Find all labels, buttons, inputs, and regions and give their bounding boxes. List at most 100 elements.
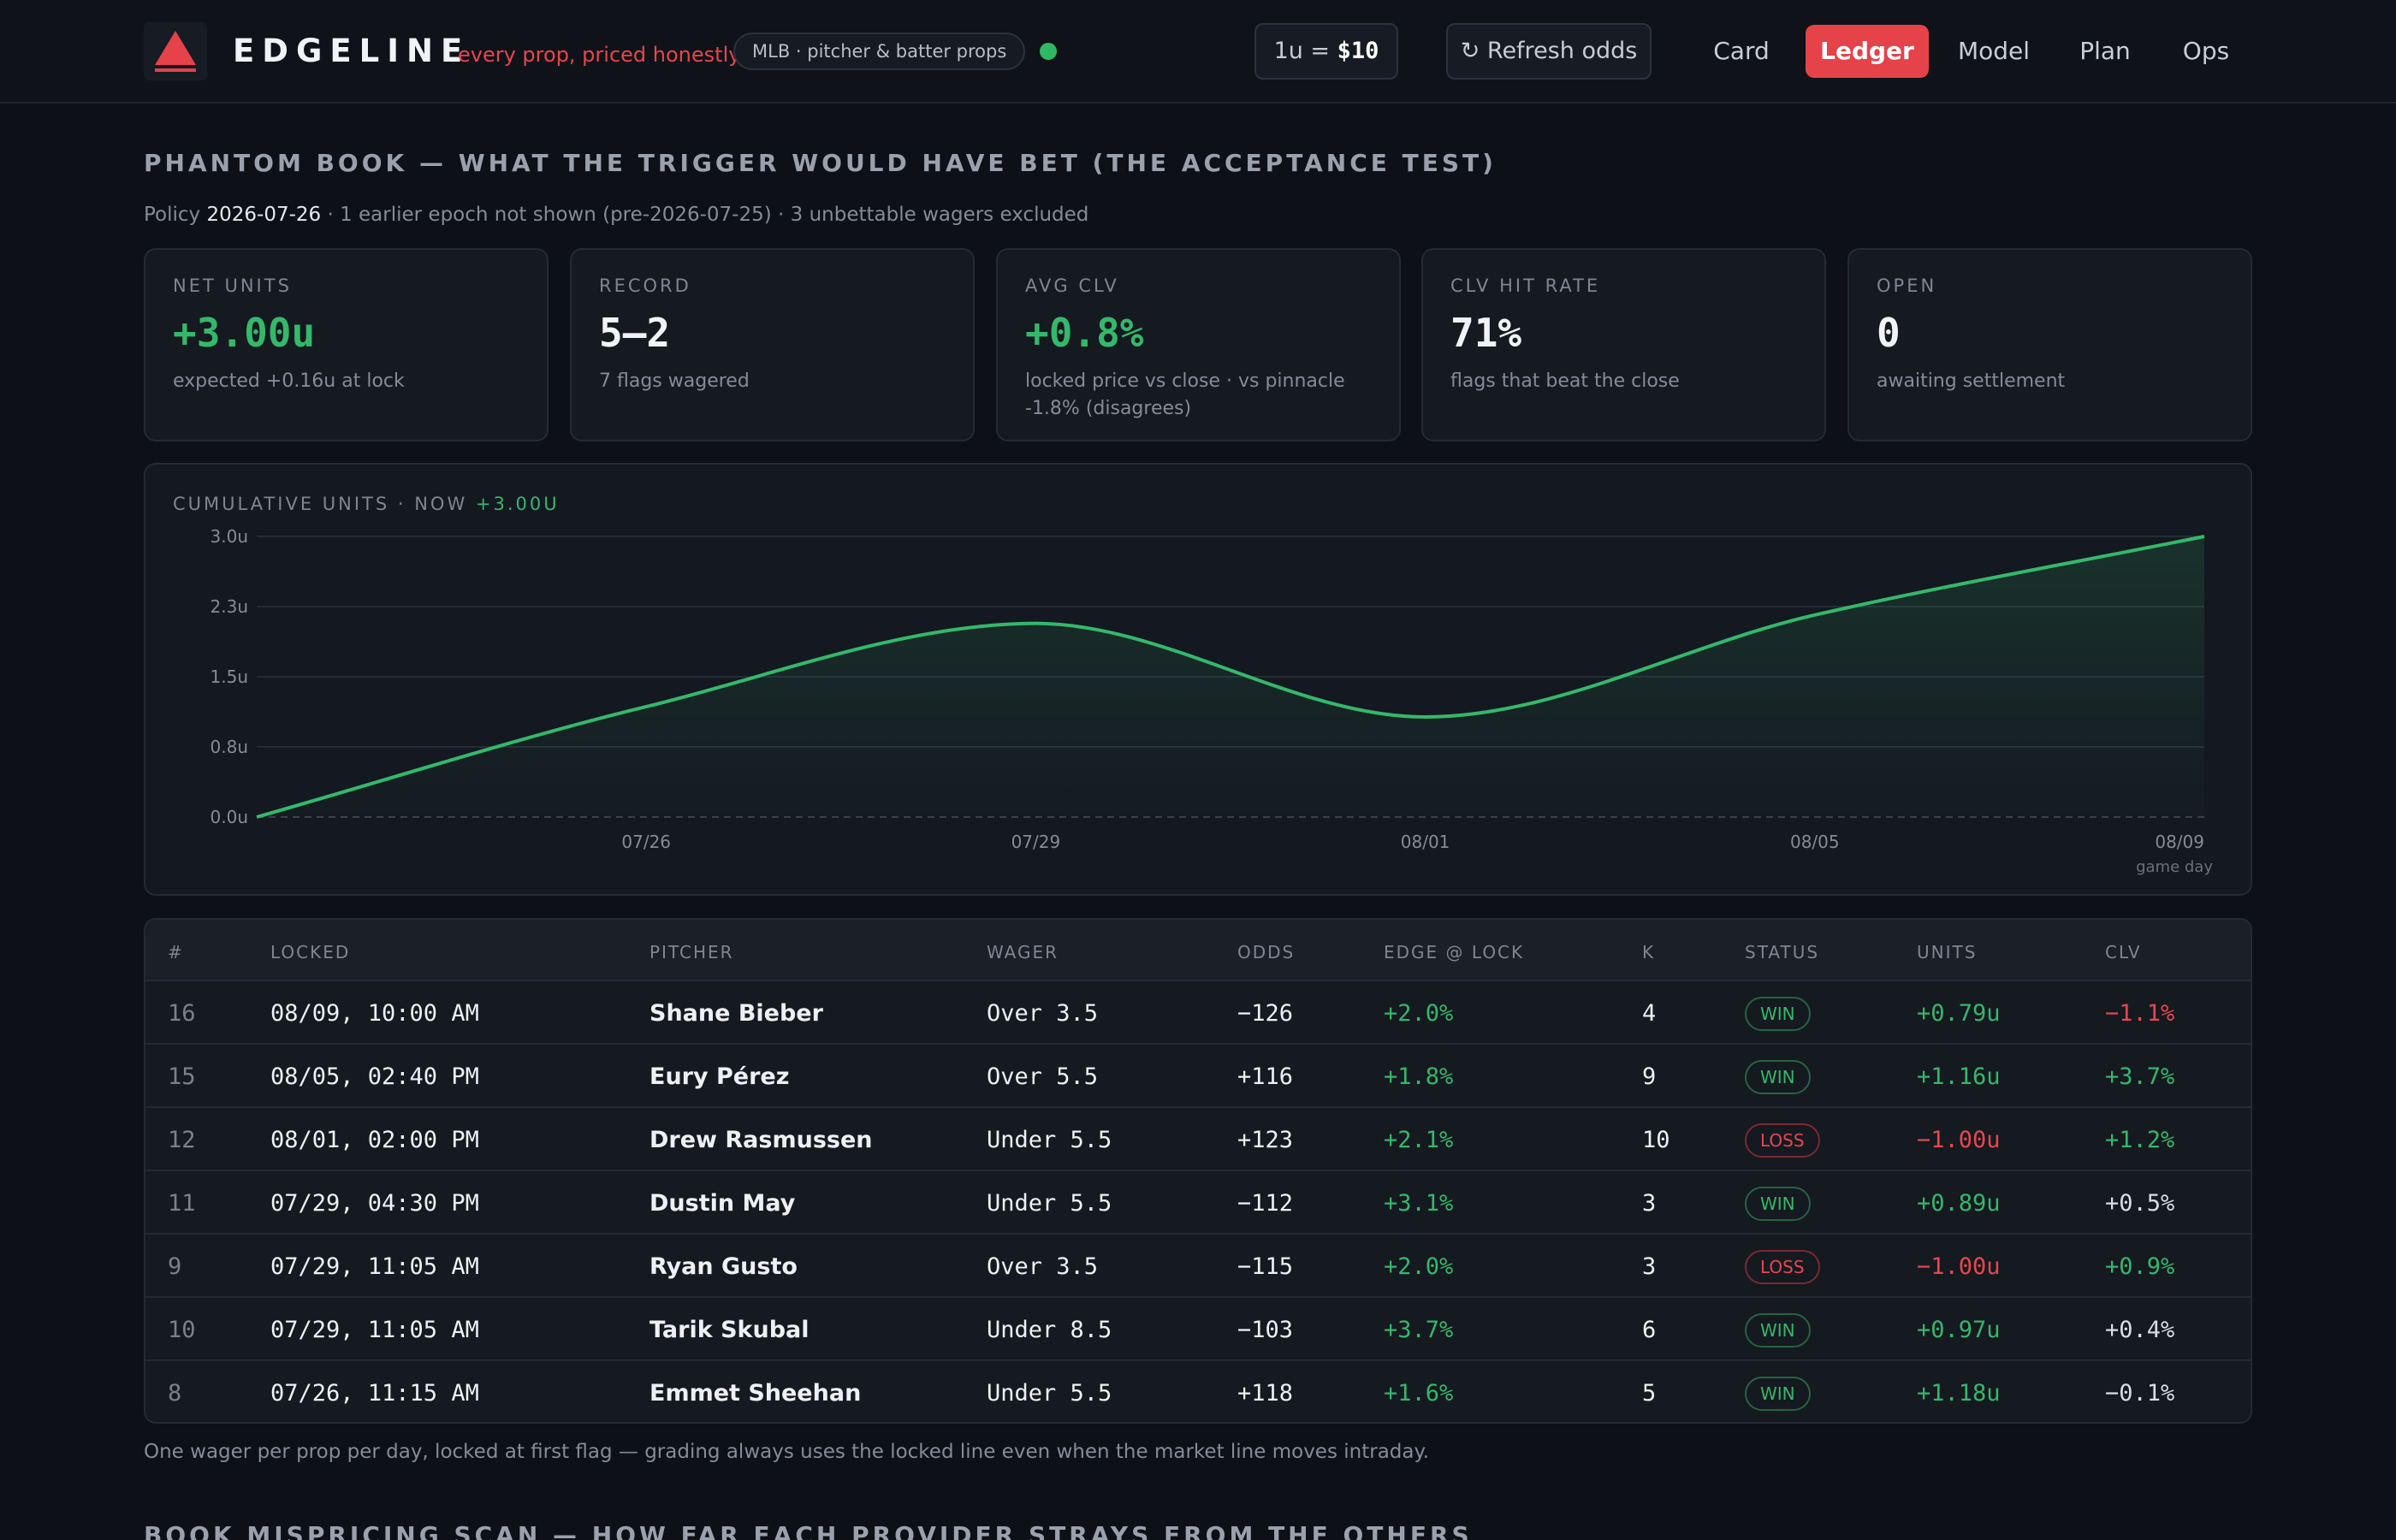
stat-sub: flags that beat the close: [1450, 370, 1680, 392]
cell-idx: 16: [168, 1000, 196, 1027]
cell-pitcher: Emmet Sheehan: [649, 1380, 862, 1407]
cell-units: −1.00u: [1917, 1253, 2001, 1280]
nav-card[interactable]: Card: [1713, 37, 1770, 65]
cell-edge: +2.1%: [1384, 1127, 1454, 1153]
table-row[interactable]: 10 07/29, 11:05 AM Tarik Skubal Under 8.5 −1…: [145, 1298, 2251, 1361]
cell-odds: −103: [1237, 1317, 1294, 1343]
x-tick-label: 07/26: [621, 832, 671, 852]
stat-sub: 7 flags wagered: [599, 370, 750, 392]
cell-clv: +0.5%: [2105, 1190, 2175, 1217]
stat-value: 5–2: [599, 310, 671, 356]
policy-details: · 1 earlier epoch not shown (pre-2026-07…: [321, 204, 1089, 226]
cell-idx: 9: [168, 1253, 182, 1280]
cell-units: −1.00u: [1917, 1127, 2001, 1153]
stat-label: AVG CLV: [1025, 275, 1119, 296]
tagline: every prop, priced honestly: [458, 43, 741, 67]
nav-ledger[interactable]: Ledger: [1806, 25, 1929, 78]
cell-locked: 08/09, 10:00 AM: [270, 1000, 479, 1027]
cell-pitcher: Tarik Skubal: [649, 1317, 810, 1343]
sport-filter-pill[interactable]: MLB · pitcher & batter props: [733, 33, 1026, 70]
status-badge: WIN: [1745, 1377, 1811, 1411]
col-locked: LOCKED: [270, 942, 351, 962]
cell-pitcher: Eury Pérez: [649, 1063, 790, 1090]
status-badge: WIN: [1745, 997, 1811, 1031]
x-tick-label: 07/29: [1011, 832, 1061, 852]
col-index: #: [168, 942, 184, 962]
col-pitcher: PITCHER: [649, 942, 734, 962]
col-units: UNITS: [1917, 942, 1978, 962]
live-status-icon: [1040, 43, 1057, 60]
chart-title-prefix: CUMULATIVE UNITS · NOW: [173, 494, 476, 514]
cell-edge: +3.1%: [1384, 1190, 1454, 1217]
cell-edge: +1.8%: [1384, 1063, 1454, 1090]
status-badge: WIN: [1745, 1313, 1811, 1348]
table-row[interactable]: 11 07/29, 04:30 PM Dustin May Under 5.5 −112…: [145, 1171, 2251, 1235]
cell-wager: Under 8.5: [987, 1317, 1112, 1343]
top-bar: EDGELINE every prop, priced honestly MLB…: [0, 0, 2396, 104]
cell-wager: Over 3.5: [987, 1253, 1099, 1280]
stat-sub: expected +0.16u at lock: [173, 370, 405, 392]
cell-units: +1.18u: [1917, 1380, 2001, 1407]
stat-label: CLV HIT RATE: [1450, 275, 1601, 296]
stat-card-clv-hit-rate: CLV HIT RATE 71% flags that beat the clo…: [1421, 248, 1826, 441]
refresh-odds-button[interactable]: ↻ Refresh odds: [1446, 23, 1652, 80]
stat-label: RECORD: [599, 275, 691, 296]
cell-clv: −0.1%: [2105, 1380, 2175, 1407]
y-tick-label: 0.8u: [211, 737, 248, 757]
logo[interactable]: [144, 22, 207, 80]
table-row[interactable]: 9 07/29, 11:05 AM Ryan Gusto Over 3.5 −115 +2…: [145, 1235, 2251, 1298]
status-badge: WIN: [1745, 1060, 1811, 1094]
x-axis-label: game day: [2136, 858, 2213, 876]
cell-locked: 07/29, 11:05 AM: [270, 1253, 479, 1280]
cell-idx: 12: [168, 1127, 196, 1153]
cell-idx: 11: [168, 1190, 196, 1217]
cell-idx: 10: [168, 1317, 196, 1343]
cell-odds: −126: [1237, 1000, 1294, 1027]
cell-clv: +1.2%: [2105, 1127, 2175, 1153]
cell-wager: Over 3.5: [987, 1000, 1099, 1027]
policy-date: 2026-07-26: [206, 204, 322, 226]
cell-pitcher: Shane Bieber: [649, 1000, 823, 1027]
nav-ops[interactable]: Ops: [2182, 37, 2230, 65]
cell-clv: +0.4%: [2105, 1317, 2175, 1343]
table-row[interactable]: 16 08/09, 10:00 AM Shane Bieber Over 3.5 −12…: [145, 981, 2251, 1045]
cell-wager: Under 5.5: [987, 1127, 1112, 1153]
cell-edge: +1.6%: [1384, 1380, 1454, 1407]
stat-card-avg-clv: AVG CLV +0.8% locked price vs close · vs…: [996, 248, 1401, 441]
x-tick-label: 08/01: [1401, 832, 1450, 852]
cell-odds: −115: [1237, 1253, 1294, 1280]
table-row[interactable]: 12 08/01, 02:00 PM Drew Rasmussen Under 5.5…: [145, 1108, 2251, 1171]
unit-value: $10: [1337, 38, 1379, 64]
stat-sub: awaiting settlement: [1877, 370, 2066, 392]
cell-clv: +3.7%: [2105, 1063, 2175, 1090]
stat-value: +0.8%: [1025, 310, 1144, 356]
y-tick-label: 2.3u: [211, 596, 248, 617]
cell-locked: 07/26, 11:15 AM: [270, 1380, 479, 1407]
nav-plan[interactable]: Plan: [2079, 37, 2131, 65]
stat-card-net-units: NET UNITS +3.00u expected +0.16u at lock: [144, 248, 549, 441]
cell-locked: 07/29, 04:30 PM: [270, 1190, 479, 1217]
cell-locked: 08/01, 02:00 PM: [270, 1127, 479, 1153]
ledger-footnote: One wager per prop per day, locked at fi…: [144, 1441, 1430, 1463]
cell-k: 4: [1642, 1000, 1657, 1027]
cell-edge: +3.7%: [1384, 1317, 1454, 1343]
cell-idx: 8: [168, 1380, 182, 1407]
cell-k: 10: [1642, 1127, 1670, 1153]
chart-canvas: 0.0u 0.8u 1.5u 2.3u 3.0u 07/26 07/29 08/01 08/05…: [211, 526, 2214, 876]
col-wager: WAGER: [987, 942, 1059, 962]
chart-title: CUMULATIVE UNITS · NOW +3.00U: [173, 494, 560, 514]
stat-value: 0: [1877, 310, 1901, 356]
stat-label: OPEN: [1877, 275, 1937, 296]
unit-size-control[interactable]: 1u = $10: [1254, 23, 1398, 80]
stat-label: NET UNITS: [173, 275, 292, 296]
stat-sub: locked price vs close · vs pinnacle -1.8…: [1025, 370, 1345, 419]
cell-edge: +2.0%: [1384, 1253, 1454, 1280]
series-area: [257, 536, 2204, 817]
cell-k: 5: [1642, 1380, 1657, 1407]
table-row[interactable]: 8 07/26, 11:15 AM Emmet Sheehan Under 5.5 +1…: [145, 1361, 2251, 1422]
stat-card-record: RECORD 5–2 7 flags wagered: [570, 248, 975, 441]
table-row[interactable]: 15 08/05, 02:40 PM Eury Pérez Over 5.5 +116 +…: [145, 1045, 2251, 1108]
nav-model[interactable]: Model: [1957, 37, 2031, 65]
col-odds: ODDS: [1237, 942, 1296, 962]
cell-units: +0.89u: [1917, 1190, 2001, 1217]
